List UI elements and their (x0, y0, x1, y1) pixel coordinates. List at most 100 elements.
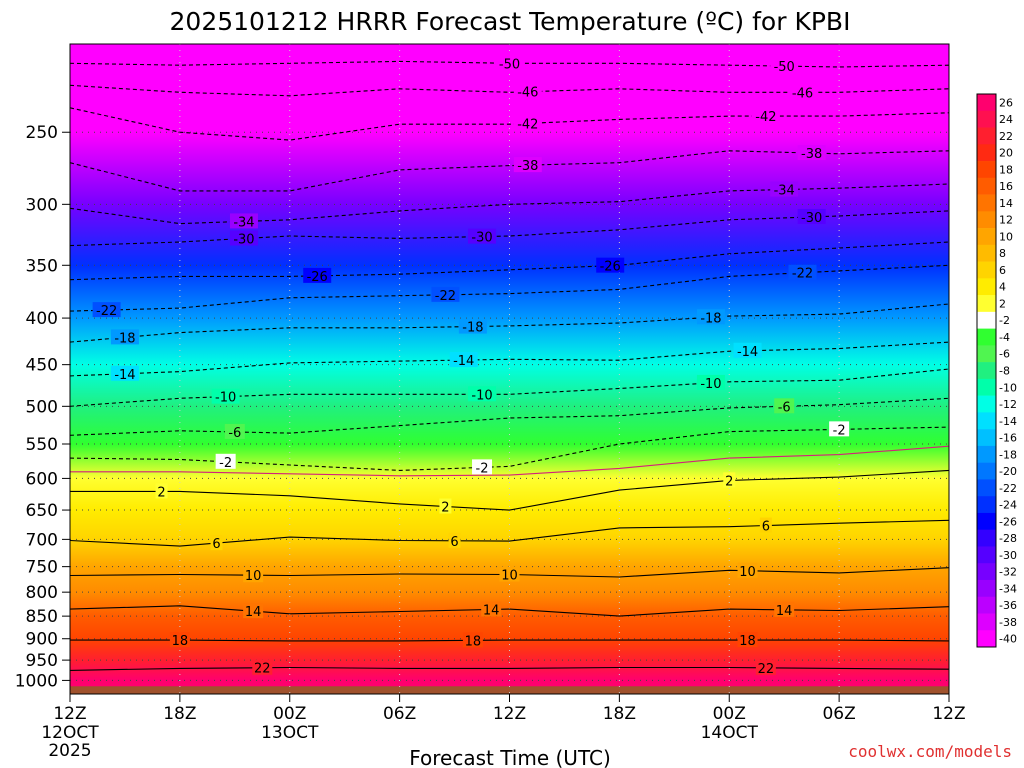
y-tick-label: 350 (26, 256, 58, 276)
isotherm-label-bg (596, 257, 625, 273)
colorbar-swatch (977, 462, 996, 480)
chart-title: 2025101212 HRRR Forecast Temperature (ºC… (170, 7, 851, 36)
colorbar-swatch (977, 311, 996, 329)
isotherm-label-bg (303, 267, 332, 283)
colorbar-label: -2 (999, 314, 1010, 327)
isotherm-label-bg (92, 302, 121, 318)
x-tick-label: 12Z (932, 704, 965, 724)
isotherm-label-bg (797, 145, 826, 161)
isotherm-label: -14 (114, 368, 135, 383)
y-tick-label: 450 (26, 356, 58, 376)
isotherm-label-bg (770, 181, 799, 197)
isotherm-label: 22 (254, 662, 271, 677)
isotherm-label: -18 (114, 331, 135, 346)
colorbar-label: 2 (999, 297, 1006, 310)
isotherm-label: 14 (245, 605, 262, 620)
colorbar-label: 12 (999, 214, 1013, 227)
colorbar-swatch (977, 161, 996, 179)
isotherm-label: 6 (762, 520, 770, 535)
y-tick-label: 650 (26, 501, 58, 521)
colorbar-swatch (977, 295, 996, 313)
isotherm-label-bg (788, 264, 817, 280)
isotherm-label-bg (737, 562, 758, 578)
isotherm-label: -10 (215, 391, 236, 406)
isotherm-label-bg (243, 567, 264, 583)
colorbar-swatch (977, 110, 996, 128)
colorbar-label: -40 (999, 633, 1017, 646)
isotherm-label-bg (481, 601, 502, 617)
colorbar-label: 14 (999, 197, 1013, 210)
x-tick-label: 18Z (603, 704, 636, 724)
y-tick-label: 850 (26, 607, 58, 627)
isotherm-label-bg (210, 535, 223, 551)
isotherm-label-bg (458, 318, 487, 334)
colorbar-label: -18 (999, 448, 1017, 461)
isotherm-label-bg (229, 213, 258, 229)
colorbar-swatch (977, 613, 996, 631)
grid (69, 44, 950, 694)
colorbar-label: -4 (999, 331, 1010, 344)
colorbar-swatch (977, 630, 996, 648)
colorbar-label: 16 (999, 180, 1013, 193)
isotherm-label: -38 (801, 147, 822, 162)
colorbar-swatch (977, 412, 996, 430)
x-tick-label: 12Z (493, 704, 526, 724)
isotherm-label-bg (759, 517, 772, 533)
isotherm-label: -42 (755, 110, 776, 125)
isotherm-label-bg (829, 421, 850, 437)
y-tick-label: 400 (26, 309, 58, 329)
isotherm-label: -26 (600, 260, 621, 275)
colorbar-label: -36 (999, 599, 1017, 612)
x-axis-label: Forecast Time (UTC) (409, 746, 611, 768)
isotherm-label-bg (696, 374, 725, 390)
isotherm-label-bg (770, 58, 799, 74)
colorbar-swatch (977, 211, 996, 229)
y-tick-label: 1000 (15, 671, 58, 691)
colorbar-label: -30 (999, 549, 1017, 562)
isotherm-label: -34 (233, 215, 254, 230)
isotherm-label-bg (774, 398, 795, 414)
credit-text: coolwx.com/models (848, 742, 1012, 761)
colorbar-label: -22 (999, 482, 1017, 495)
colorbar-swatch (977, 479, 996, 497)
isotherm-label-bg (797, 208, 826, 224)
colorbar-label: 6 (999, 264, 1006, 277)
y-tick-label: 550 (26, 435, 58, 455)
colorbar-swatch (977, 395, 996, 413)
isotherm-label-bg (448, 532, 461, 548)
isotherm-label-bg (110, 329, 139, 345)
isotherm-label-bg (110, 365, 139, 381)
isotherm-label-bg (751, 108, 780, 124)
colorbar-label: -34 (999, 582, 1017, 595)
isotherm-line (70, 426, 949, 471)
isotherm-label-bg (472, 459, 493, 475)
y-tick-label: 500 (26, 397, 58, 417)
isotherm-label: -14 (737, 345, 758, 360)
isotherm-label: 18 (172, 634, 189, 649)
colorbar-swatch (977, 445, 996, 463)
isotherm-label: 2 (725, 474, 733, 489)
y-tick-label: 900 (26, 630, 58, 650)
colorbar: 26 24 22 20 18 16 14 12 10 8 6 4 2 -2 -4 -6 -8 -10 -12 -14 -… (976, 93, 1017, 648)
isotherm-label: -6 (228, 426, 241, 441)
x-tick-label: 00Z (713, 704, 746, 724)
isotherm-line (70, 469, 949, 511)
isotherm-label: -50 (774, 60, 795, 75)
y-axis-ticks: 250 300 350 400 450 500 550 600 650 700 750 800 850 9… (15, 123, 70, 691)
isotherm-label-bg (215, 453, 236, 469)
y-tick-label: 600 (26, 469, 58, 489)
colorbar-label: -26 (999, 515, 1017, 528)
colorbar-swatch (977, 144, 996, 162)
isotherm-label-bg (495, 55, 524, 71)
colorbar-swatch (977, 579, 996, 598)
y-tick-label: 750 (26, 558, 58, 578)
isotherm-label-bg (462, 632, 483, 648)
isotherm-label: -6 (778, 400, 791, 415)
isotherm-label: -30 (233, 233, 254, 248)
isotherm-label: -22 (96, 304, 117, 319)
isotherm-label: 14 (776, 604, 793, 619)
surface-layer (70, 686, 949, 694)
